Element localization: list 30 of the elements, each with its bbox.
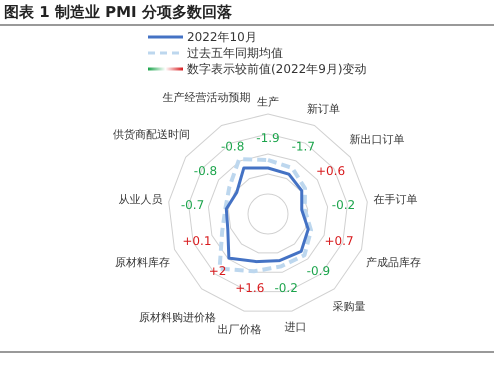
- chart-title: 图表 1 制造业 PMI 分项多数回落: [4, 3, 233, 21]
- legend-label: 过去五年同期均值: [187, 46, 283, 60]
- text: -0.8: [194, 164, 218, 178]
- spoke-label: 生产经营活动预期: [162, 91, 250, 104]
- legend-label: 2022年10月: [187, 30, 257, 44]
- spoke-label: 出厂价格: [218, 323, 262, 336]
- spoke-label: 采购量: [332, 300, 366, 313]
- text: -1.7: [292, 140, 316, 154]
- spoke-label: 供货商配送时间: [112, 128, 190, 142]
- spoke-label: 进口: [284, 320, 307, 334]
- spoke-label: 生产: [257, 96, 279, 108]
- text: -0.2: [274, 280, 298, 295]
- text: -1.9: [256, 131, 280, 145]
- spoke-label: 新出口订单: [350, 133, 405, 146]
- text: +2: [208, 264, 226, 278]
- text: -0.8: [220, 140, 244, 154]
- text: +0.7: [324, 234, 354, 248]
- text: -0.7: [180, 198, 204, 212]
- text: -0.9: [306, 264, 330, 278]
- text: +0.6: [316, 164, 346, 178]
- text: +0.1: [182, 234, 212, 248]
- spoke-label: 从业人员: [118, 192, 162, 206]
- spoke-label: 原材料购进价格: [138, 310, 216, 324]
- text: 数字表示较前值(2022年9月)变动: [187, 62, 367, 76]
- text: +1.6: [235, 280, 264, 295]
- text: -0.2: [332, 198, 356, 212]
- spoke-label: 原材料库存: [115, 256, 170, 270]
- spoke-label: 产成品库存: [366, 256, 421, 270]
- spoke-label: 新订单: [307, 102, 340, 116]
- spoke-label: 在手订单: [374, 192, 418, 206]
